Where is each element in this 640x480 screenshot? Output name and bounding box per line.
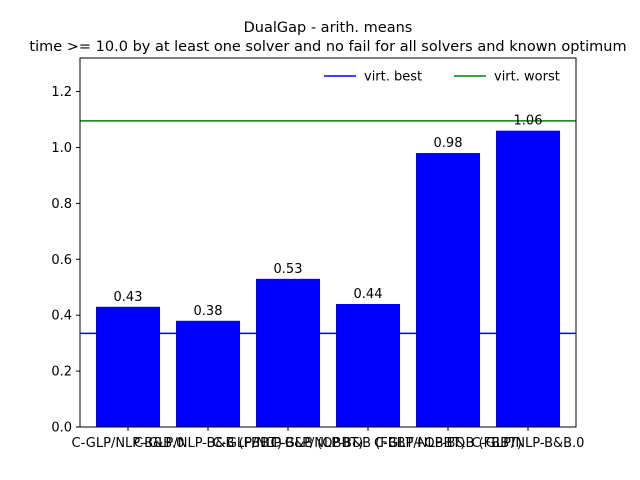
y-tick-label: 1.0 [51,141,72,156]
x-tick-label: C-GLP/NLP-B&B (OBBT) [213,436,364,451]
bar-value-label: 0.98 [434,136,463,151]
bar [496,130,560,427]
legend-label: virt. worst [494,70,560,85]
x-tick-label: C-GLP/NLP-B&B.0 [72,436,185,451]
x-tick-label: C-GLP/NLP-B&B (FBBT+OBBT) [271,436,466,451]
y-tick-label: 0.8 [51,197,72,212]
x-tick-label: C-GLP/NLP-B&B (FBBT) [134,436,282,451]
plot-area: 0.43 0.38 0.53 0.44 0.98 1.06 0.0 0.2 0.4 0.6 0.8 1… [51,57,585,451]
bar [176,320,240,427]
x-tick-label: C-GLP/NLP-B&B.0 [472,436,585,451]
bar [416,153,480,427]
y-tick-label: 0.0 [51,421,72,436]
y-tick-label: 1.2 [51,85,72,100]
bar [336,304,400,427]
bar-value-label: 0.44 [354,287,383,302]
bar-value-label: 0.53 [274,262,303,277]
chart-title: DualGap - arith. means [244,20,413,36]
chart-subtitle: time >= 10.0 by at least one solver and … [29,39,626,55]
bar-value-label: 1.06 [514,114,543,129]
bar-value-label: 0.38 [194,304,223,319]
legend-label: virt. best [364,70,422,85]
y-tick-label: 0.2 [51,365,72,380]
x-tick-label: C-GLP/NLP-B&B (FBBT) [374,436,522,451]
bar [256,278,320,427]
y-tick-label: 0.4 [51,309,72,324]
bar [96,306,160,427]
y-tick-label: 0.6 [51,253,72,268]
bar-value-label: 0.43 [114,290,143,305]
axes-frame [79,57,577,428]
legend: virt. best virt. worst [324,70,560,85]
